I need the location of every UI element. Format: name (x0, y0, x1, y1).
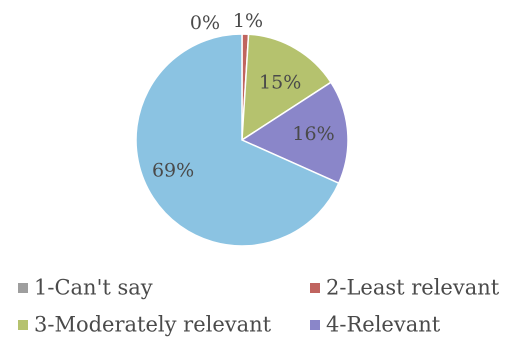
slice-label-3-moderately-relevant: 15% (259, 71, 301, 93)
legend-swatch-4-relevant (310, 320, 320, 330)
legend-label-1-can-t-say: 1-Can't say (34, 276, 153, 300)
legend-swatch-2-least-relevant (310, 283, 320, 293)
pie-slice-4-relevant (240, 81, 349, 185)
slice-label-4-relevant: 16% (292, 123, 334, 145)
pie-slices (135, 33, 349, 247)
legend-item-1-can-t-say: 1-Can't say (18, 276, 153, 300)
legend-label-4-relevant: 4-Relevant (326, 313, 441, 337)
slice-label-2-least-relevant: 1% (233, 10, 263, 32)
pie-slice-remaining (135, 33, 340, 247)
legend-item-4-relevant: 4-Relevant (310, 313, 441, 337)
legend-item-3-moderately-relevant: 3-Moderately relevant (18, 313, 272, 337)
legend-swatch-1-can-t-say (18, 283, 28, 293)
legend-item-2-least-relevant: 2-Least relevant (310, 276, 500, 300)
legend-label-3-moderately-relevant: 3-Moderately relevant (34, 313, 272, 337)
slice-label-remaining: 69% (152, 160, 194, 182)
legend-label-2-least-relevant: 2-Least relevant (326, 276, 500, 300)
legend: 1-Can't say 2-Least relevant 3-Moderately … (18, 276, 500, 337)
pie-slice-3-moderately-relevant (241, 33, 332, 142)
pie-slice-labels: 0% 1% 15% 16% 69% (152, 10, 335, 182)
legend-swatch-3-moderately-relevant (18, 320, 28, 330)
slice-label-1-can-t-say: 0% (190, 12, 220, 34)
